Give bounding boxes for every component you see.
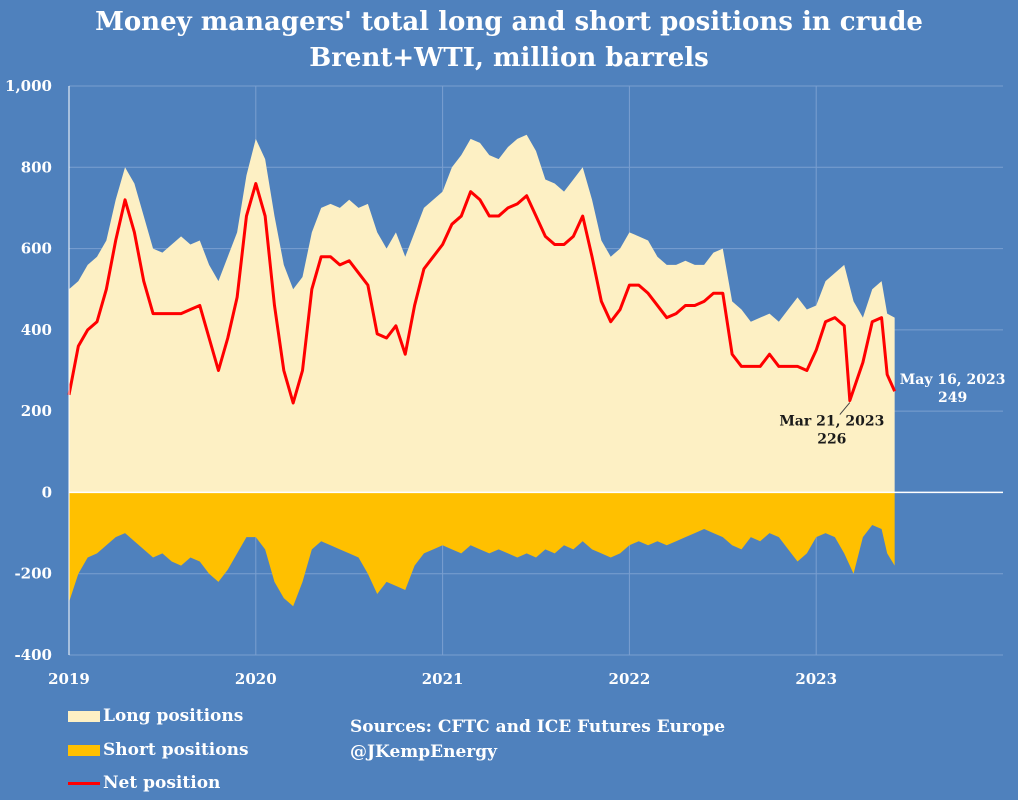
author-handle: @JKempEnergy <box>350 742 497 762</box>
annotation-mar21-value: 226 <box>817 432 846 448</box>
y-tick-label: 400 <box>21 321 52 339</box>
y-tick-label: 200 <box>21 402 52 420</box>
chart-subtitle: Brent+WTI, million barrels <box>309 43 709 73</box>
net-position-line <box>67 182 897 405</box>
short-positions-area <box>69 492 895 607</box>
x-tick-label: 2021 <box>422 670 464 688</box>
legend-label-short: Short positions <box>103 740 249 760</box>
legend-item-long: Long positions <box>68 706 243 726</box>
chart-title: Money managers' total long and short pos… <box>95 7 923 37</box>
lines <box>67 182 897 405</box>
y-tick-label: 600 <box>21 240 52 258</box>
source-text: Sources: CFTC and ICE Futures Europe <box>350 717 726 737</box>
annotation-leader <box>839 402 851 415</box>
x-tick-label: 2020 <box>235 670 277 688</box>
legend-swatch-long <box>68 710 100 722</box>
legend-item-short: Short positions <box>68 740 249 760</box>
axes: 1,000 800 600 400 200 0 -200 -400 2019 2020 2021 20… <box>5 77 1003 688</box>
legend-swatch-net <box>68 781 100 785</box>
y-tick-label: 0 <box>42 483 52 501</box>
y-tick-label: 1,000 <box>5 77 52 95</box>
x-tick-label: 2022 <box>609 670 651 688</box>
annotations: Mar 21, 2023 226 May 16, 2023 249 <box>779 372 1005 447</box>
y-tick-label: -200 <box>14 565 52 583</box>
y-tick-label: 800 <box>21 158 52 176</box>
legend-swatch-short <box>68 744 100 756</box>
annotation-mar21-date: Mar 21, 2023 <box>779 414 884 430</box>
annotation-may16-value: 249 <box>938 390 967 406</box>
long-positions-area <box>69 134 895 493</box>
legend-label-long: Long positions <box>103 706 244 726</box>
areas <box>69 134 895 607</box>
annotation-may16-date: May 16, 2023 <box>900 372 1006 388</box>
y-tick-label: -400 <box>14 646 52 664</box>
x-tick-label: 2019 <box>48 670 90 688</box>
legend-label-net: Net position <box>103 773 221 793</box>
legend-item-net: Net position <box>68 773 220 793</box>
x-tick-label: 2023 <box>795 670 837 688</box>
